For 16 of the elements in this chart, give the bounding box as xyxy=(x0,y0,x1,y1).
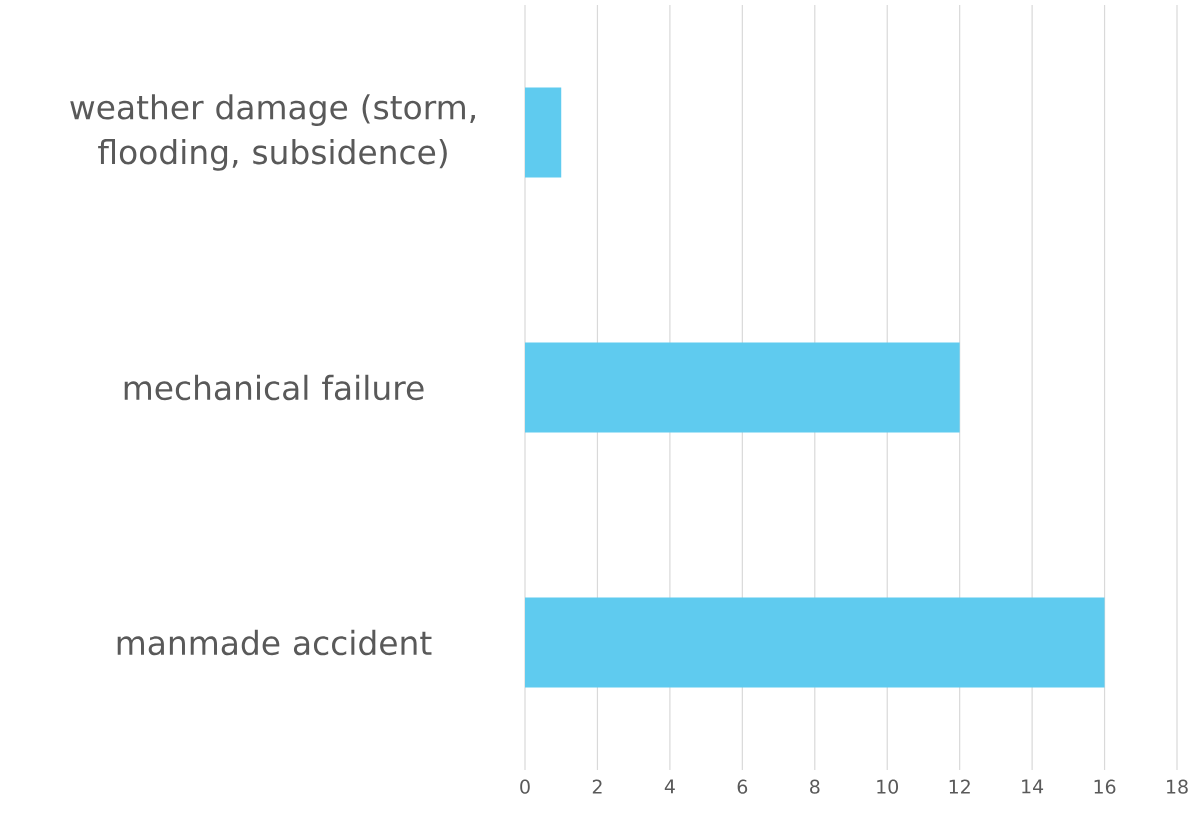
x-tick-label: 0 xyxy=(520,779,530,794)
y-tick-label: manmade accident xyxy=(117,629,432,656)
x-tick-label: 4 xyxy=(664,779,675,794)
bar xyxy=(525,342,960,433)
x-tick-label: 14 xyxy=(1022,779,1044,794)
x-tick-label: 8 xyxy=(810,779,820,794)
x-tick-label: 2 xyxy=(592,779,602,794)
y-tick-label: mechanical failure xyxy=(124,374,424,401)
x-tick-label: 18 xyxy=(1167,779,1188,794)
bar xyxy=(525,87,562,178)
x-tick-label: 12 xyxy=(949,779,970,794)
x-tick-label: 6 xyxy=(737,779,748,794)
x-tick-label: 16 xyxy=(1094,779,1116,794)
x-tick-label: 10 xyxy=(877,779,899,794)
y-tick-label: weather damage (storm, flooding, subsidence) xyxy=(70,94,475,171)
bar xyxy=(525,597,1105,688)
